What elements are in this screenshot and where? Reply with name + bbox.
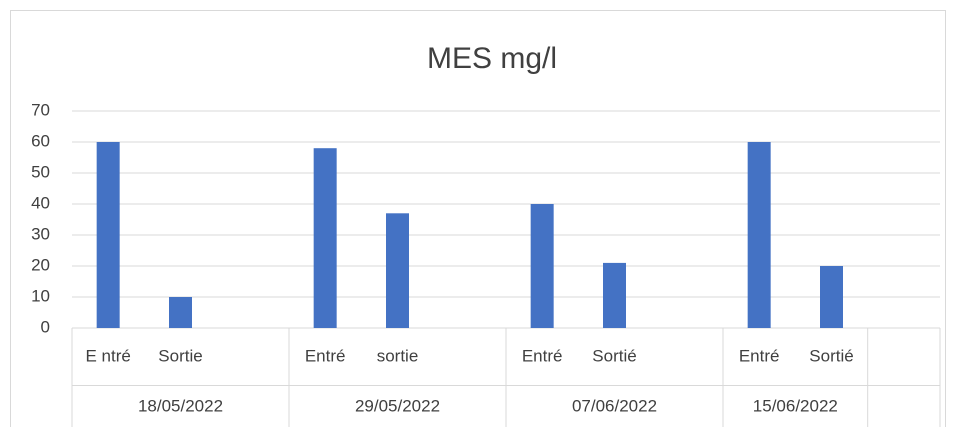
x-tick-label: E ntré [85, 346, 130, 365]
y-tick-label: 40 [31, 193, 50, 212]
x-tick-label: Entré [305, 346, 346, 365]
bar [313, 148, 337, 328]
x-tick-label: Sortie [158, 346, 202, 365]
group-label: 07/06/2022 [572, 396, 657, 415]
y-tick-label: 10 [31, 286, 50, 305]
bar [169, 297, 192, 328]
bar [96, 142, 120, 328]
group-label: 15/06/2022 [753, 396, 838, 415]
x-tick-label: Entré [739, 346, 780, 365]
y-tick-label: 30 [31, 224, 50, 243]
chart-title: MES mg/l [427, 42, 557, 75]
x-tick-label: Entré [522, 346, 563, 365]
bar [747, 142, 771, 328]
bar [603, 262, 626, 328]
y-tick-label: 60 [31, 131, 50, 150]
x-tick-label: Sortié [809, 346, 853, 365]
x-tick-label: sortie [377, 346, 419, 365]
y-tick-label: 20 [31, 255, 50, 274]
y-tick-label: 50 [31, 162, 50, 181]
chart-border [10, 10, 946, 427]
group-label: 18/05/2022 [138, 396, 223, 415]
y-tick-label: 70 [31, 100, 50, 119]
bar [386, 213, 409, 328]
bar [820, 266, 843, 328]
bar [530, 204, 554, 328]
x-tick-label: Sortié [592, 346, 636, 365]
y-tick-label: 0 [41, 317, 50, 336]
group-label: 29/05/2022 [355, 396, 440, 415]
